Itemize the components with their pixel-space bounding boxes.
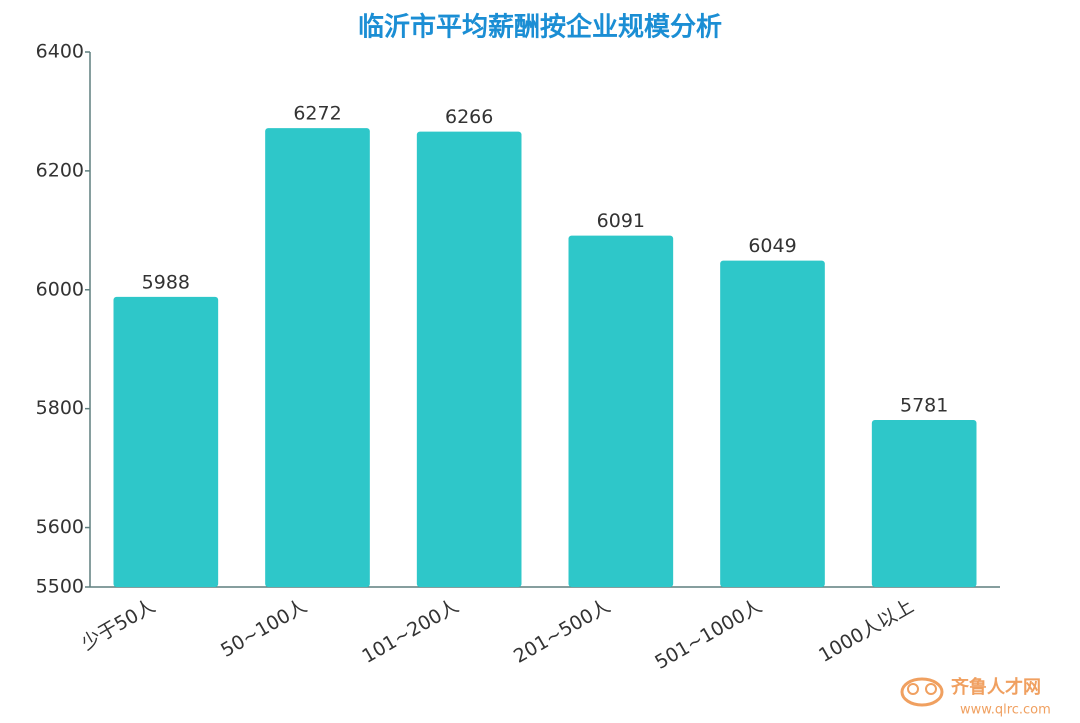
y-tick-label: 5600 [36,516,84,538]
x-tick-label: 少于50人 [78,595,159,655]
bar [720,260,825,587]
x-tick-label: 501~1000人 [651,595,766,674]
data-label: 6091 [597,210,645,232]
logo-eye [925,683,937,695]
y-tick-label: 6000 [36,278,84,300]
bar [265,128,370,588]
data-label: 6272 [293,103,341,125]
data-label: 5988 [142,271,190,293]
data-label: 6266 [445,106,493,128]
y-tick-label: 5800 [36,397,84,419]
bar [113,296,219,587]
watermark-name: 齐鲁人才网 [951,676,1041,698]
x-tick-label: 50~100人 [217,595,311,662]
bar [416,131,522,587]
watermark: 齐鲁人才网 www.qlrc.com [900,676,1051,718]
x-tick-label: 1000人以上 [815,595,917,667]
data-label: 6049 [748,235,796,257]
bar [568,235,674,587]
x-tick-label: 101~200人 [358,595,462,668]
y-tick-label: 5500 [36,576,84,598]
bar [871,419,977,587]
watermark-url: www.qlrc.com [960,703,1051,718]
logo [900,677,944,707]
chart-title: 临沂市平均薪酬按企业规模分析 [358,12,722,43]
data-label: 5781 [900,394,948,416]
logo-eye [907,683,919,695]
y-tick-label: 6400 [36,41,84,63]
y-tick-label: 6200 [36,159,84,181]
x-tick-label: 201~500人 [510,595,614,668]
